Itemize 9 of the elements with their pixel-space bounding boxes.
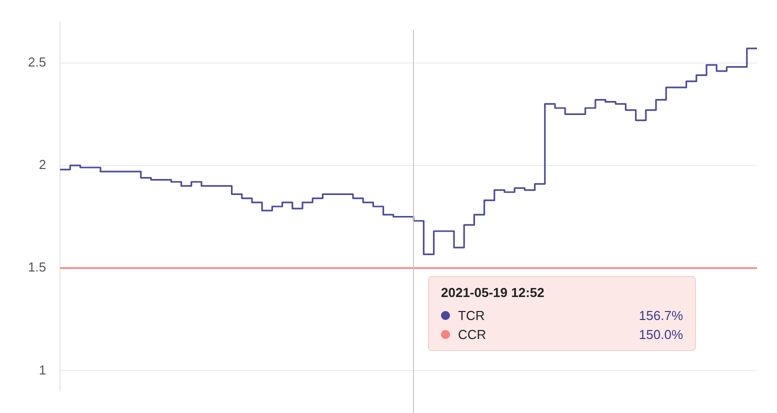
annotation: 156.7% [638, 308, 683, 323]
annotation: 2021-05-19 12:52 [441, 285, 546, 300]
y-tick-label: 1 [38, 362, 46, 378]
y-tick-label: 2 [38, 157, 46, 172]
y-tick-label: 2.5 [28, 54, 46, 70]
annotation: 150.0% [638, 327, 683, 342]
legend-label: CCR [458, 327, 488, 342]
y-tick-label: 1.5 [28, 260, 46, 275]
legend-label: TCR [458, 308, 486, 323]
